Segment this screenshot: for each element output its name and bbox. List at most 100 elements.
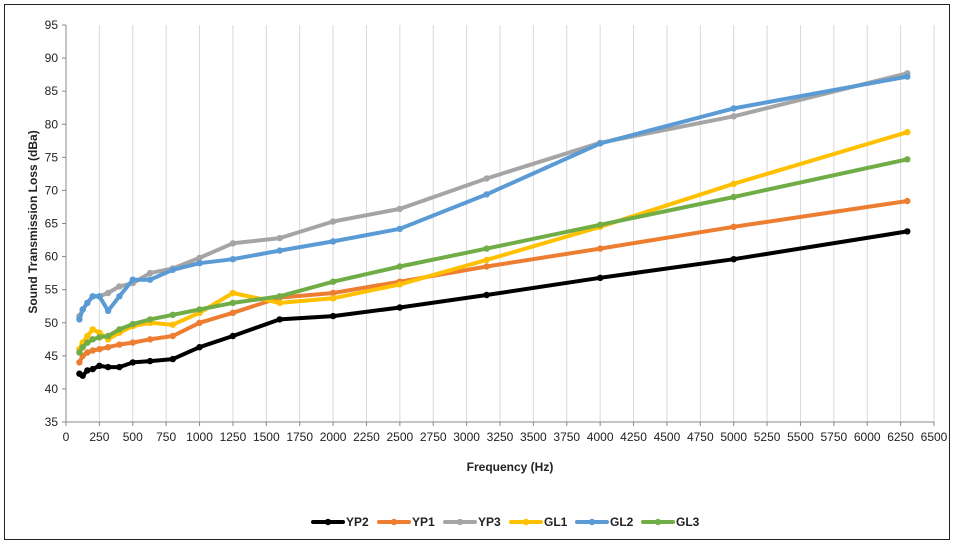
legend: YP2 YP1 YP3 GL1 GL2 GL3 xyxy=(311,515,700,529)
data-point xyxy=(169,266,176,273)
data-point xyxy=(904,228,911,235)
y-tick-label: 50 xyxy=(45,316,59,330)
data-point xyxy=(104,363,112,371)
data-point xyxy=(116,363,123,371)
data-point xyxy=(229,332,237,340)
legend-label: GL1 xyxy=(544,515,568,529)
legend-marker xyxy=(456,518,464,526)
data-point xyxy=(276,234,283,242)
data-point xyxy=(597,274,604,281)
data-point xyxy=(196,254,203,262)
data-point xyxy=(104,344,112,351)
data-point xyxy=(96,346,103,353)
x-tick-label: 3250 xyxy=(487,430,514,444)
x-tick-label: 1250 xyxy=(220,430,247,444)
data-point xyxy=(129,276,136,283)
y-tick-label: 80 xyxy=(45,117,59,131)
y-tick-label: 85 xyxy=(45,84,59,98)
data-point xyxy=(116,283,123,290)
series-line xyxy=(77,71,910,319)
data-point xyxy=(396,304,403,311)
data-point xyxy=(116,341,123,348)
data-point xyxy=(483,263,490,270)
data-point xyxy=(84,332,91,340)
data-point xyxy=(229,240,237,247)
legend-item-gl2: GL2 xyxy=(575,515,634,529)
x-tick-label: 2000 xyxy=(320,430,347,444)
legend-item-yp3: YP3 xyxy=(443,515,501,529)
data-point xyxy=(730,256,737,263)
x-tick-label: 6500 xyxy=(921,430,948,444)
x-tick-label: 3750 xyxy=(553,430,580,444)
x-tick-label: 4750 xyxy=(687,430,714,444)
data-point xyxy=(904,129,911,136)
data-point xyxy=(169,321,176,328)
legend-marker xyxy=(588,518,596,526)
series-lines xyxy=(76,70,911,379)
legend-item-gl1: GL1 xyxy=(509,515,568,529)
gridlines xyxy=(98,25,935,422)
data-point xyxy=(483,245,490,252)
x-tick-label: 5750 xyxy=(820,430,847,444)
legend-label: YP2 xyxy=(346,515,369,529)
series-yp1 xyxy=(76,197,911,366)
data-point xyxy=(146,357,154,365)
x-tick-label: 5000 xyxy=(720,430,747,444)
data-point xyxy=(276,316,283,323)
data-point xyxy=(329,312,337,320)
data-point xyxy=(329,295,337,302)
legend-label: GL3 xyxy=(676,515,700,529)
data-point xyxy=(730,105,737,112)
x-tick-label: 0 xyxy=(63,430,70,444)
data-point xyxy=(329,218,337,225)
x-tick-label: 6000 xyxy=(854,430,881,444)
data-point xyxy=(84,367,91,374)
data-point xyxy=(229,289,237,297)
data-point xyxy=(76,359,83,366)
legend-label: YP1 xyxy=(412,515,435,529)
data-point xyxy=(904,156,911,163)
series-line xyxy=(77,74,910,322)
y-tick-label: 35 xyxy=(45,415,59,429)
data-point xyxy=(229,256,237,263)
data-point xyxy=(396,225,403,232)
x-tick-label: 1750 xyxy=(286,430,313,444)
x-tick-label: 1500 xyxy=(253,430,280,444)
axes: 0 250 500 750 1000 1250 1500 1750 2000 2250 2500 27… xyxy=(45,18,948,444)
data-point xyxy=(146,269,154,277)
data-point xyxy=(146,276,154,283)
data-point xyxy=(129,339,136,346)
data-point xyxy=(730,180,737,187)
y-tick-label: 40 xyxy=(45,382,59,396)
data-point xyxy=(104,307,112,314)
series-yp3 xyxy=(76,70,911,320)
data-point xyxy=(169,355,176,363)
x-tick-label: 2750 xyxy=(420,430,447,444)
data-point xyxy=(329,278,337,285)
data-point xyxy=(96,362,103,369)
data-point xyxy=(329,289,337,297)
y-tick-label: 60 xyxy=(45,250,59,264)
data-point xyxy=(483,256,490,264)
series-gl2 xyxy=(76,73,911,323)
legend-item-yp2: YP2 xyxy=(311,515,369,529)
data-point xyxy=(276,247,283,254)
data-point xyxy=(89,326,96,333)
data-point xyxy=(730,113,737,120)
data-point xyxy=(89,365,96,373)
data-point xyxy=(597,140,604,147)
x-axis-title: Frequency (Hz) xyxy=(467,460,554,474)
series-gl3 xyxy=(76,156,911,356)
x-tick-label: 500 xyxy=(123,430,143,444)
legend-label: YP3 xyxy=(478,515,501,529)
data-point xyxy=(79,306,86,313)
legend-label: GL2 xyxy=(610,515,634,529)
legend-marker xyxy=(324,518,332,526)
data-point xyxy=(116,326,123,333)
data-point xyxy=(96,293,103,300)
data-point xyxy=(89,293,96,300)
data-point xyxy=(730,223,737,230)
series-line xyxy=(77,229,910,378)
data-point xyxy=(104,289,112,297)
